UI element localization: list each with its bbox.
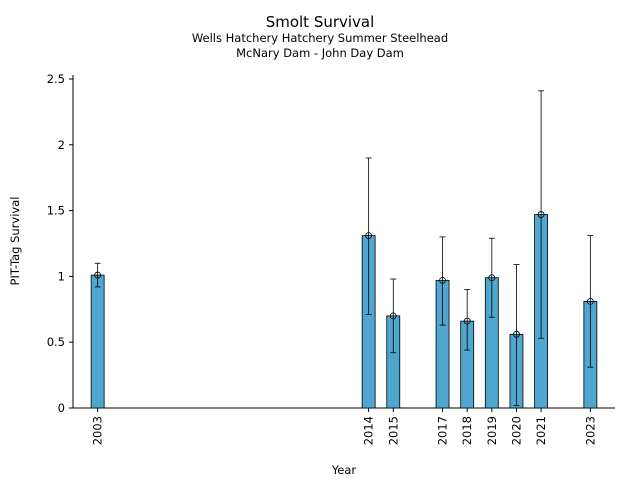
point-marker-series [94,211,594,338]
y-tick-label: 1 [58,269,65,283]
chart-subtitle-hatchery: Wells Hatchery Hatchery Summer Steelhead [191,31,449,45]
point-marker-2020 [513,330,520,338]
y-tick-label: 1.5 [47,204,65,218]
y-tick-label: 0.5 [47,335,65,349]
y-tick-label: 2.5 [47,72,65,86]
point-marker-2017 [439,276,446,284]
y-tick-label: 2 [58,138,65,152]
y-tick-label: 0 [58,401,65,415]
chart-subtitle-reach: McNary Dam - John Day Dam [236,46,404,60]
x-tick-label-2019: 2019 [485,416,499,445]
bar-series [90,214,598,409]
x-ticks: 2003 2014 2015 2017 2018 2019 2020 2021 2023 [91,408,597,445]
x-tick-label-2018: 2018 [460,416,474,445]
error-bar-series [94,90,594,406]
point-marker-2021 [537,211,545,218]
x-axis-label: Year [331,463,357,477]
x-tick-label-2023: 2023 [583,416,597,445]
x-tick-label-2015: 2015 [386,416,400,445]
x-tick-label-2003: 2003 [91,416,105,445]
x-tick-label-2020: 2020 [509,416,523,445]
x-tick-label-2014: 2014 [362,416,376,445]
point-marker-2018 [463,317,471,325]
bar-2003 [90,274,105,409]
point-marker-2023 [586,298,594,305]
point-marker-2003 [94,271,102,279]
y-ticks: 0 0.5 1 1.5 2 2.5 [47,72,73,415]
y-axis-label: PIT-Tag Survival [8,197,22,286]
x-tick-label-2021: 2021 [534,416,548,445]
x-tick-label-2017: 2017 [436,416,450,445]
chart-title: Smolt Survival [265,13,375,31]
point-marker-2019 [488,274,496,282]
point-marker-2015 [389,312,397,320]
point-marker-2014 [365,232,373,240]
